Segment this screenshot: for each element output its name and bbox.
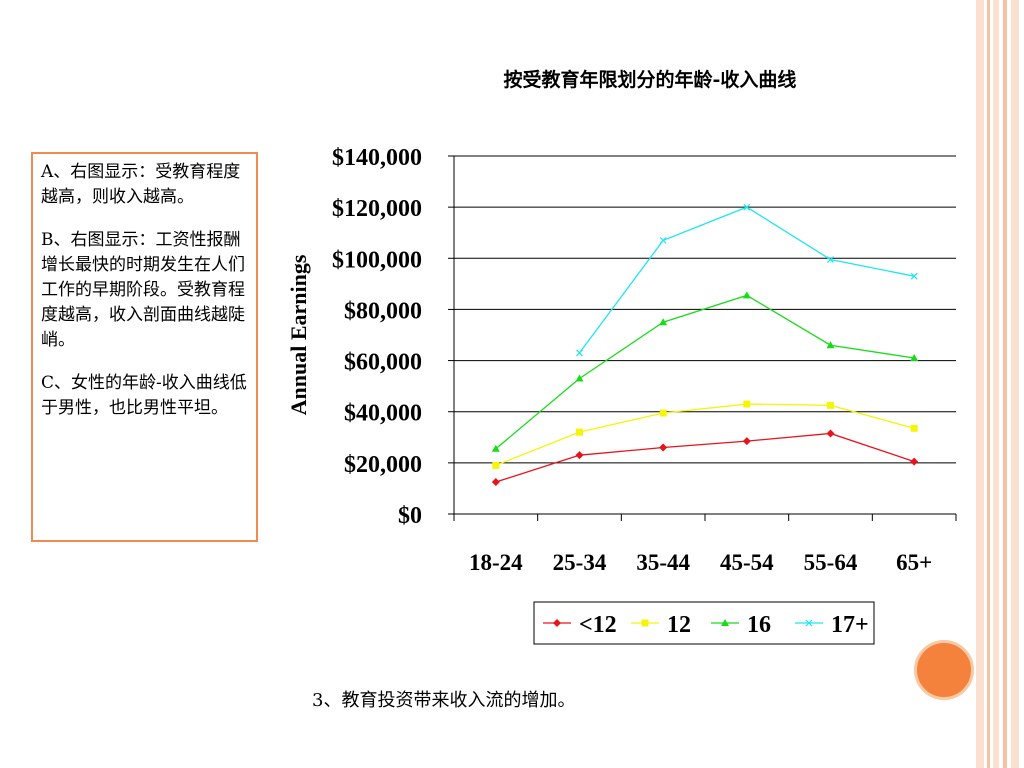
legend-label: 17+ <box>831 612 869 638</box>
x-tick-label: 55-64 <box>804 550 858 575</box>
decor-bar-5 <box>1011 0 1019 768</box>
data-point <box>910 272 918 280</box>
legend-item: 12 <box>631 612 691 638</box>
y-tick-label: $100,000 <box>332 247 422 273</box>
y-tick-label: $120,000 <box>332 196 422 222</box>
decor-bar-4 <box>1003 0 1007 768</box>
y-axis-label: Annual Earnings <box>286 254 311 415</box>
series-12 <box>492 400 918 469</box>
series-16 <box>491 291 919 452</box>
data-point <box>575 374 584 382</box>
data-point <box>491 478 500 487</box>
data-point <box>742 291 751 299</box>
note-b: B、右图显示：工资性报酬增长最快的时期发生在人们工作的早期阶段。受教育程度越高，… <box>41 230 245 350</box>
data-point <box>805 619 813 627</box>
x-tick-labels: 18-24 25-34 35-44 45-54 55-64 65+ <box>469 550 932 575</box>
data-point <box>553 619 561 627</box>
note-c: C、女性的年龄-收入曲线低于男性，也比男性平坦。 <box>41 373 247 418</box>
data-point <box>827 401 834 409</box>
data-point <box>826 429 835 438</box>
data-point <box>910 457 919 466</box>
data-point <box>492 461 500 469</box>
notes-box: A、右图显示：受教育程度越高，则收入越高。 B、右图显示：工资性报酬增长最快的时… <box>31 152 258 542</box>
data-point <box>721 619 729 626</box>
series-line <box>495 403 915 467</box>
data-point <box>910 354 919 362</box>
note-a: A、右图显示：受教育程度越高，则收入越高。 <box>41 162 241 207</box>
data-point <box>742 437 751 446</box>
data-point <box>576 428 583 436</box>
data-point <box>659 409 667 417</box>
y-tick-label: $60,000 <box>344 350 422 376</box>
x-tick-label: 25-34 <box>553 550 607 575</box>
caption: 3、教育投资带来收入流的增加。 <box>312 690 576 711</box>
chart-title: 按受教育年限划分的年龄-收入曲线 <box>504 68 797 91</box>
legend-label: 12 <box>667 612 691 638</box>
legend-label: <12 <box>579 612 617 638</box>
series-line <box>578 206 915 354</box>
decor-bar-1 <box>976 0 984 768</box>
series-line <box>495 294 915 450</box>
data-point <box>659 236 667 244</box>
y-tick-label: $140,000 <box>332 145 422 171</box>
series-line <box>495 432 915 483</box>
data-point <box>743 400 751 408</box>
y-tick-label: $40,000 <box>344 401 422 427</box>
x-tick-label: 65+ <box>896 550 932 575</box>
decor-bar-2 <box>987 0 990 768</box>
series-17+ <box>576 203 918 357</box>
x-tick-label: 45-54 <box>720 550 774 575</box>
legend-item: 17+ <box>795 612 869 638</box>
y-tick-label: $20,000 <box>344 452 422 478</box>
data-point <box>826 341 835 349</box>
legend-label: 16 <box>747 612 771 638</box>
series-group <box>491 203 919 487</box>
decor-circle <box>914 640 974 700</box>
y-tick-label: $0 <box>398 503 422 529</box>
y-tick-labels: $0 $20,000 $40,000 $60,000 $80,000 $100,000 $1… <box>332 145 422 529</box>
series-<12 <box>491 429 919 487</box>
x-tick-label: 18-24 <box>469 550 523 575</box>
data-point <box>827 256 834 263</box>
y-tick-label: $80,000 <box>344 298 422 324</box>
data-point <box>576 349 583 357</box>
data-point <box>743 203 751 211</box>
legend: <12 12 16 17+ <box>533 601 875 645</box>
legend-item: 16 <box>711 612 771 638</box>
data-point <box>641 619 649 627</box>
data-point <box>910 424 918 432</box>
data-point <box>659 318 668 326</box>
data-point <box>491 444 500 452</box>
legend-item: <12 <box>543 612 617 638</box>
decor-bar-3 <box>993 0 999 768</box>
data-point <box>575 451 584 460</box>
x-tick-label: 35-44 <box>636 550 690 575</box>
axes <box>448 155 957 521</box>
data-point <box>659 443 668 452</box>
